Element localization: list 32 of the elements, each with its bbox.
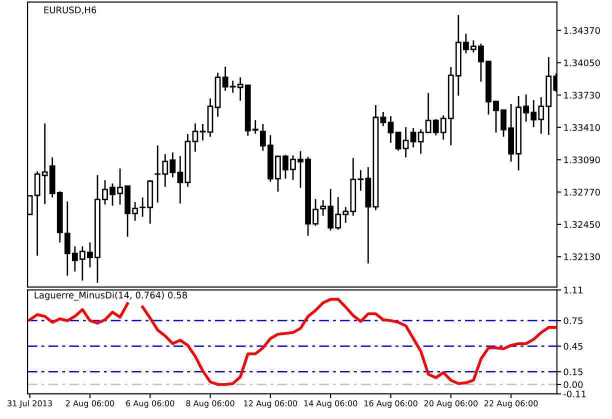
candlestick: [388, 115, 394, 144]
x-tick-label: 2 Aug 06:00: [66, 400, 114, 408]
y-tick-label: 1.33410: [564, 124, 600, 131]
x-tick-label: 6 Aug 06:00: [126, 400, 174, 408]
x-tick-label: 14 Aug 06:00: [304, 400, 358, 408]
x-tick-label: 31 Jul 2013: [8, 400, 52, 408]
x-tick-label: 8 Aug 06:00: [186, 400, 234, 408]
y-tick-label: -0.11: [564, 390, 586, 398]
y-tick-label: 0.75: [564, 317, 582, 324]
candlestick: [395, 132, 402, 152]
candlestick: [402, 126, 409, 158]
y-tick-label: 1.32450: [564, 221, 600, 228]
y-tick-label: 0.00: [564, 381, 583, 388]
candlestick: [200, 123, 206, 142]
y-tick-label: 0.15: [564, 368, 582, 376]
x-tick-label: 16 Aug 06:00: [364, 400, 418, 408]
x-tick-label: 22 Aug 06:00: [484, 400, 538, 408]
candlestick: [380, 111, 386, 127]
y-tick-label: 1.11: [564, 286, 582, 294]
y-tick-label: 1.34370: [564, 27, 600, 34]
y-tick-label: 1.33730: [564, 92, 600, 99]
candlestick: [410, 127, 416, 148]
y-tick-label: 1.34050: [564, 59, 600, 66]
x-tick-label: 20 Aug 06:00: [424, 400, 478, 408]
y-tick-label: 1.32130: [564, 253, 600, 260]
y-tick-label: 1.33090: [564, 156, 600, 164]
candlestick: [192, 122, 198, 152]
y-tick-label: 0.45: [564, 342, 582, 350]
x-tick-label: 12 Aug 06:00: [244, 400, 298, 408]
chart-title: EURUSD,H6: [44, 6, 96, 14]
chart-title: Laguerre_MinusDi(14, 0.764) 0.58: [34, 292, 187, 300]
y-tick-label: 1.32770: [564, 188, 600, 196]
